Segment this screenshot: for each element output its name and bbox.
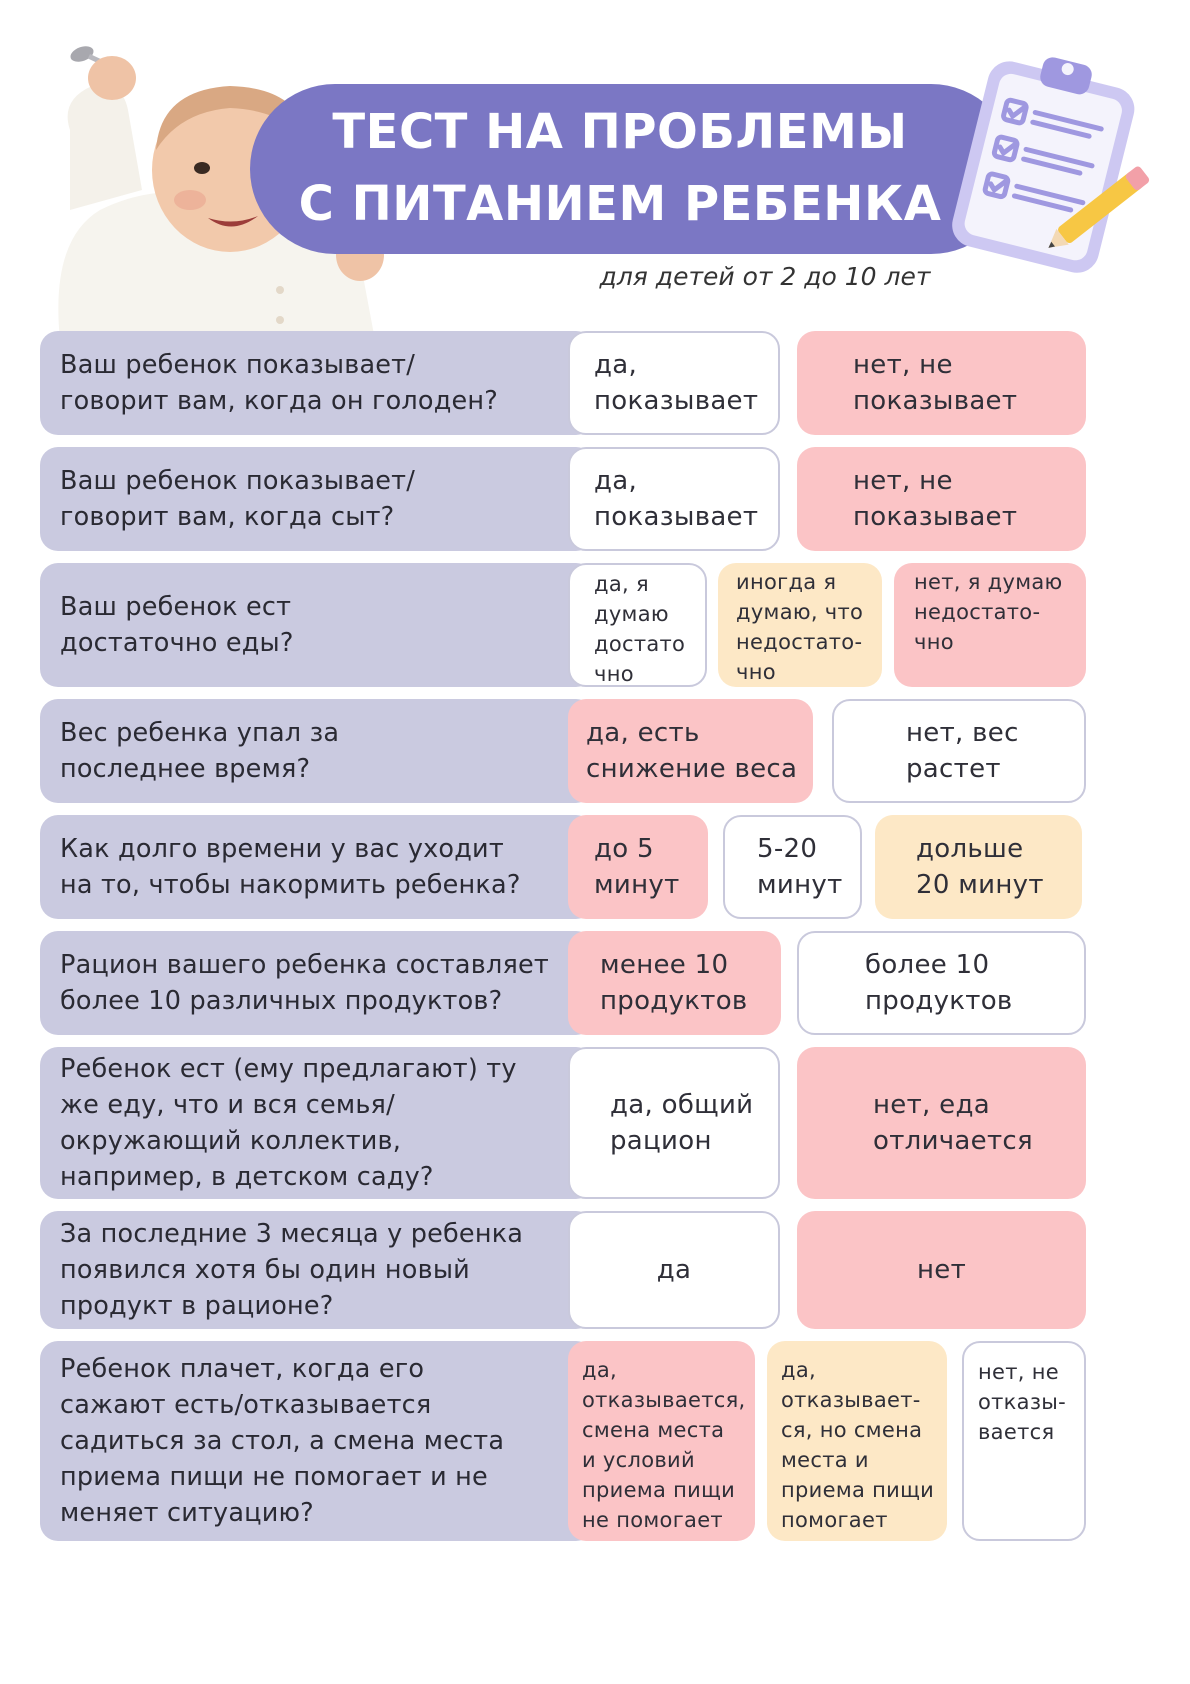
answer-option[interactable]: да, показывает xyxy=(568,331,780,435)
answer-option[interactable]: нет, не отказы- вается xyxy=(962,1341,1086,1541)
answer-option[interactable]: нет, не показывает xyxy=(797,331,1086,435)
question-cell: За последние 3 месяца у ребенка появился… xyxy=(40,1211,594,1329)
question-row: Ребенок ест (ему предлагают) ту же еду, … xyxy=(40,1047,1166,1199)
pencil-icon xyxy=(1048,166,1150,248)
question-cell: Ребенок ест (ему предлагают) ту же еду, … xyxy=(40,1047,594,1199)
question-cell: Ваш ребенок показывает/ говорит вам, ког… xyxy=(40,447,594,551)
question-text: Ваш ребенок показывает/ говорит вам, ког… xyxy=(60,466,416,532)
clipboard-icon xyxy=(952,57,1150,273)
question-row: Как долго времени у вас уходит на то, чт… xyxy=(40,815,1166,919)
question-cell: Ваш ребенок показывает/ говорит вам, ког… xyxy=(40,331,594,435)
title-line-1: ТЕСТ НА ПРОБЛЕМЫ xyxy=(332,104,908,160)
question-text: Ребенок плачет, когда его сажают есть/от… xyxy=(60,1354,505,1528)
answer-option[interactable]: нет, еда отличается xyxy=(797,1047,1086,1199)
question-text: Ваш ребенок ест достаточно еды? xyxy=(60,592,294,658)
question-row: Ребенок плачет, когда его сажают есть/от… xyxy=(40,1341,1166,1541)
page-title: ТЕСТ НА ПРОБЛЕМЫ С ПИТАНИЕМ РЕБЕНКА xyxy=(250,96,990,240)
answer-option[interactable]: да, показывает xyxy=(568,447,780,551)
title-line-2: С ПИТАНИЕМ РЕБЕНКА xyxy=(298,176,942,232)
question-cell: Как долго времени у вас уходит на то, чт… xyxy=(40,815,594,919)
question-row: Ваш ребенок ест достаточно еды? да, я ду… xyxy=(40,563,1166,687)
answer-option[interactable]: нет xyxy=(797,1211,1086,1329)
question-cell: Ребенок плачет, когда его сажают есть/от… xyxy=(40,1341,594,1541)
answer-option[interactable]: нет, я думаю недостато- чно xyxy=(894,563,1086,687)
answer-option[interactable]: менее 10 продуктов xyxy=(568,931,781,1035)
answer-option[interactable]: нет, не показывает xyxy=(797,447,1086,551)
question-row: За последние 3 месяца у ребенка появился… xyxy=(40,1211,1166,1329)
answer-option[interactable]: да, общий рацион xyxy=(568,1047,780,1199)
question-row: Рацион вашего ребенка составляет более 1… xyxy=(40,931,1166,1035)
answer-option[interactable]: да, я думаю достато чно xyxy=(568,563,707,687)
question-text: Как долго времени у вас уходит на то, чт… xyxy=(60,834,521,900)
question-text: Ребенок ест (ему предлагают) ту же еду, … xyxy=(60,1054,517,1192)
answer-option[interactable]: да, есть снижение веса xyxy=(568,699,813,803)
question-cell: Ваш ребенок ест достаточно еды? xyxy=(40,563,594,687)
question-row: Ваш ребенок показывает/ говорит вам, ког… xyxy=(40,447,1166,551)
question-cell: Вес ребенка упал за последнее время? xyxy=(40,699,594,803)
answer-option[interactable]: да xyxy=(568,1211,780,1329)
question-text: Вес ребенка упал за последнее время? xyxy=(60,718,340,784)
answer-option[interactable]: дольше 20 минут xyxy=(875,815,1082,919)
question-text: За последние 3 месяца у ребенка появился… xyxy=(60,1219,524,1321)
question-text: Рацион вашего ребенка составляет более 1… xyxy=(60,950,549,1016)
answer-option[interactable]: 5-20 минут xyxy=(723,815,862,919)
subtitle: для детей от 2 до 10 лет xyxy=(599,262,931,291)
answer-option[interactable]: более 10 продуктов xyxy=(797,931,1086,1035)
question-row: Вес ребенка упал за последнее время? да,… xyxy=(40,699,1166,803)
answer-option[interactable]: до 5 минут xyxy=(568,815,708,919)
question-text: Ваш ребенок показывает/ говорит вам, ког… xyxy=(60,350,499,416)
question-row: Ваш ребенок показывает/ говорит вам, ког… xyxy=(40,331,1166,435)
answer-option[interactable]: нет, вес растет xyxy=(832,699,1086,803)
answer-option[interactable]: да, отказывает- ся, но смена места и при… xyxy=(767,1341,947,1541)
question-cell: Рацион вашего ребенка составляет более 1… xyxy=(40,931,594,1035)
answer-option[interactable]: иногда я думаю, что недостато- чно xyxy=(718,563,882,687)
answer-option[interactable]: да, отказывается, смена места и условий … xyxy=(568,1341,755,1541)
title-banner xyxy=(250,84,1016,254)
